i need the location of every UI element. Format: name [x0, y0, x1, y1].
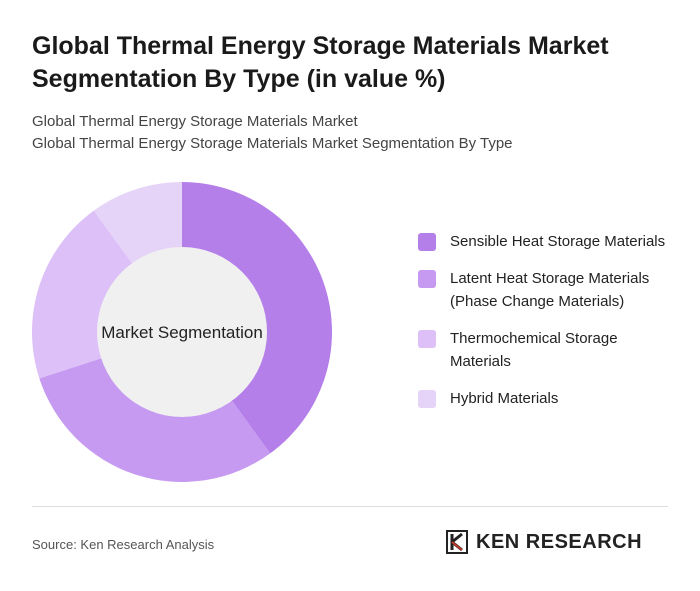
divider: [32, 506, 668, 507]
source: Source: Ken Research Analysis: [32, 537, 215, 552]
legend: Sensible Heat Storage Materials Latent He…: [418, 230, 668, 424]
donut-segment: [93, 182, 182, 265]
center-label: Market Segmentation: [101, 323, 263, 342]
chart-title: Global Thermal Energy Storage Materials …: [32, 32, 609, 93]
legend-label: Latent Heat Storage Materials (Phase Cha…: [450, 270, 650, 310]
legend-item: Hybrid Materials: [418, 387, 668, 410]
legend-swatch: [418, 330, 436, 348]
legend-label: Hybrid Materials: [450, 390, 559, 407]
donut-segment: [39, 357, 271, 483]
donut-segment: [182, 182, 332, 454]
subtitle: Global Thermal Energy Storage Materials …: [32, 113, 358, 130]
donut-hole: [97, 247, 267, 417]
legend-item: Latent Heat Storage Materials (Phase Cha…: [418, 267, 668, 313]
legend-label: Thermochemical Storage Materials: [450, 330, 618, 370]
legend-item: Thermochemical Storage Materials: [418, 327, 668, 373]
subtitle: Global Thermal Energy Storage Materials …: [32, 135, 513, 152]
legend-swatch: [418, 270, 436, 288]
logo: KEN RESEARCH: [446, 530, 642, 554]
logo-text: KEN RESEARCH: [476, 530, 643, 553]
donut-segment: [31, 210, 133, 379]
donut-chart: Market Segmentation: [31, 182, 332, 483]
legend-item: Sensible Heat Storage Materials: [418, 230, 668, 253]
legend-swatch: [418, 233, 436, 251]
legend-label: Sensible Heat Storage Materials: [450, 233, 666, 250]
legend-swatch: [418, 390, 436, 408]
logo-icon: [446, 530, 468, 554]
